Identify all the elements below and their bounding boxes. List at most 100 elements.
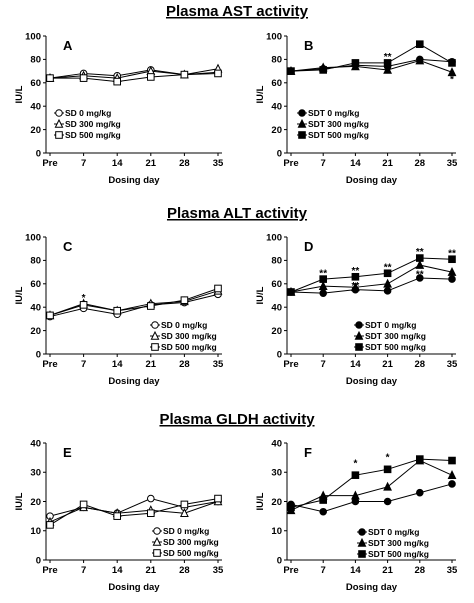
x-tick-label: 7 (81, 359, 86, 370)
x-axis-label: Dosing day (108, 376, 160, 387)
panel-letter: F (304, 445, 312, 460)
significance-marker: * (353, 458, 357, 469)
legend-entry: SD 0 mg/kg (161, 320, 207, 330)
series-line-triangle (49, 68, 219, 79)
legend-marker-circle (151, 321, 159, 329)
x-axis-label: Dosing day (346, 582, 398, 593)
data-point-triangle (350, 282, 360, 292)
y-tick-label: 100 (266, 31, 282, 42)
x-tick-label: 28 (415, 158, 426, 169)
legend-entry: SD 500 mg/kg (161, 342, 217, 352)
legend-marker-square (298, 131, 306, 139)
series-line-square (290, 257, 453, 293)
y-tick-label: 20 (30, 497, 41, 508)
data-point-square (319, 66, 327, 74)
section-title: Plasma GLDH activity (159, 411, 315, 428)
y-tick-label: 100 (25, 31, 41, 42)
legend-entry: SD 500 mg/kg (163, 548, 219, 558)
data-point-square (46, 74, 54, 82)
x-tick-label: 28 (179, 565, 190, 576)
legend-entry: SDT 500 mg/kg (368, 549, 429, 559)
data-point-circle (448, 275, 456, 283)
data-point-square (448, 255, 456, 264)
x-tick-label: 28 (415, 359, 426, 370)
legend-entry: SDT 500 mg/kg (308, 130, 369, 140)
x-tick-label: 35 (213, 565, 224, 576)
y-tick-label: 40 (30, 438, 41, 449)
y-tick-label: 10 (271, 526, 282, 537)
data-point-circle (416, 488, 424, 497)
significance-marker: * (386, 281, 390, 292)
x-tick-label: Pre (283, 565, 298, 576)
data-point-square (448, 456, 456, 465)
y-tick-label: 30 (30, 468, 41, 479)
significance-marker: ** (384, 262, 392, 273)
chart-panel-d: 0 20 40 60 80 100 Pre 7 14 21 28 35 Dosing day IU/L D S… (255, 232, 458, 387)
legend-entry: SDT 500 mg/kg (365, 342, 426, 352)
x-tick-label: 35 (447, 359, 458, 370)
y-tick-label: 20 (271, 125, 282, 136)
significance-marker: * (82, 293, 86, 304)
y-axis-label: IU/L (255, 286, 266, 304)
x-axis-label: Dosing day (108, 582, 160, 593)
chart-panel-f: 0 10 20 30 40 Pre 7 14 21 28 35 Dosing day IU/L F SDT … (255, 438, 458, 593)
legend-marker-circle (153, 527, 161, 535)
data-point-square (351, 471, 360, 479)
data-point-triangle (350, 490, 360, 500)
data-point-triangle (383, 64, 393, 74)
y-tick-label: 0 (277, 148, 282, 159)
y-axis-label: IU/L (14, 492, 25, 510)
series-line-circle (49, 293, 219, 318)
legend-entry: SD 300 mg/kg (161, 331, 217, 341)
data-point-triangle (318, 281, 328, 290)
y-tick-label: 0 (277, 349, 282, 360)
series-line-square (49, 498, 219, 526)
data-point-triangle (383, 278, 393, 288)
legend-marker-circle (358, 528, 366, 536)
y-tick-label: 80 (30, 55, 41, 66)
x-tick-label: 7 (321, 565, 326, 576)
data-point-square (287, 503, 295, 512)
legend-marker-triangle (354, 330, 364, 340)
legend-entry: SD 300 mg/kg (65, 119, 121, 129)
data-point-square (319, 496, 327, 504)
x-tick-label: 21 (146, 158, 157, 169)
legend-entry: SDT 300 mg/kg (368, 538, 429, 548)
series-line-triangle (290, 60, 453, 73)
y-tick-label: 100 (25, 232, 41, 243)
data-point-circle (147, 494, 155, 503)
legend-entry: SD 0 mg/kg (65, 108, 111, 118)
x-tick-label: 28 (415, 565, 426, 576)
x-tick-label: Pre (283, 359, 298, 370)
significance-marker: * (386, 453, 390, 464)
x-tick-label: 7 (321, 359, 326, 370)
significance-marker: ** (352, 266, 360, 277)
series-line-triangle (290, 459, 453, 511)
series-line-square (50, 72, 219, 83)
data-point-triangle (179, 508, 189, 517)
significance-marker: ** (416, 247, 424, 258)
data-point-square (319, 275, 327, 283)
x-tick-label: 21 (146, 359, 157, 370)
y-axis-label: IU/L (255, 85, 266, 103)
data-point-square (113, 306, 122, 315)
data-point-square (416, 254, 424, 262)
panel-letter: C (63, 239, 73, 254)
data-point-square (180, 500, 189, 509)
legend-entry: SDT 300 mg/kg (308, 119, 369, 129)
x-tick-label: 14 (350, 565, 361, 576)
y-tick-label: 60 (271, 279, 282, 290)
data-point-circle (319, 507, 328, 516)
y-tick-label: 80 (271, 55, 282, 66)
legend-marker-triangle (357, 537, 367, 547)
chart-panel-c: 0 20 40 60 80 100 Pre 7 14 21 28 35 Dosing day IU/L C S… (14, 232, 224, 387)
data-point-triangle (447, 67, 457, 77)
x-tick-label: 14 (350, 359, 361, 370)
data-point-square (147, 302, 155, 310)
x-tick-label: 35 (447, 158, 458, 169)
y-tick-label: 40 (271, 102, 282, 113)
data-point-square (351, 59, 360, 67)
section-title: Plasma AST activity (166, 3, 309, 20)
